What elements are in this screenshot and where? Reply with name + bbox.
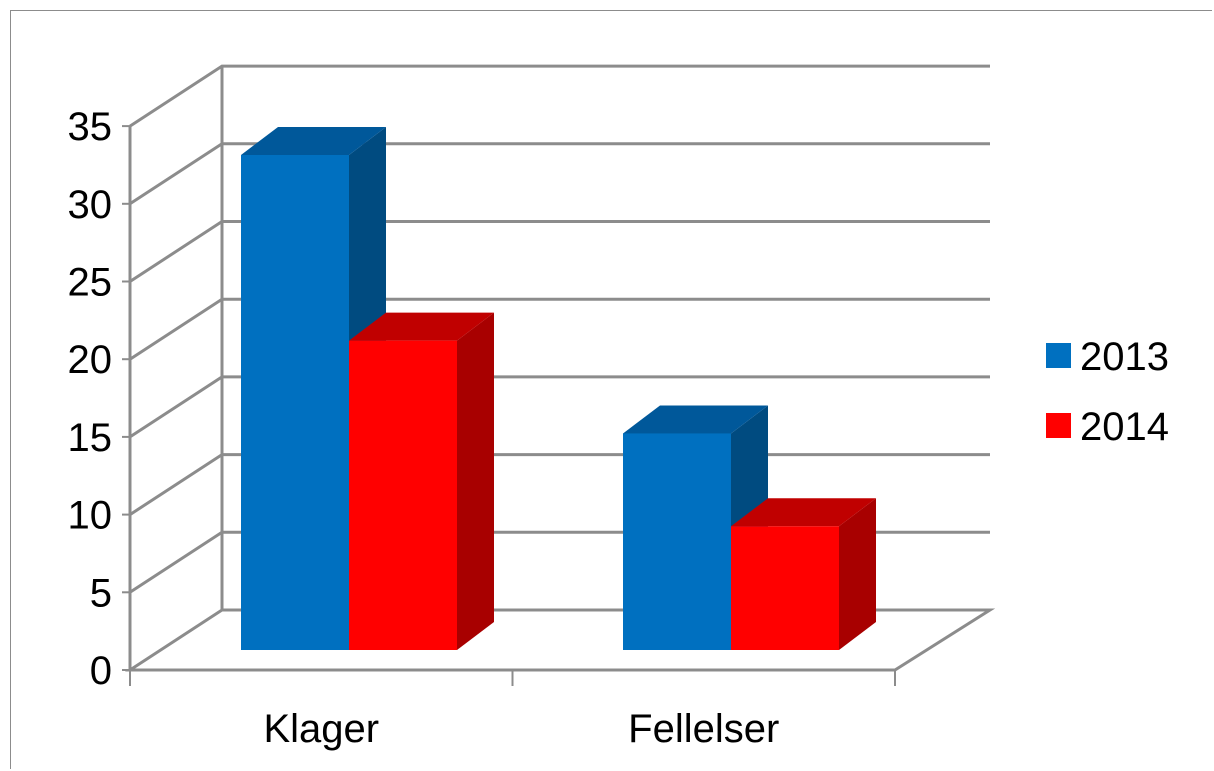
bar-klager-2014 (349, 340, 457, 650)
x-tick-label: Fellelser (628, 707, 779, 751)
bar-side-klager-2014 (457, 312, 494, 650)
y-tick-label: 10 (68, 494, 113, 538)
bars (241, 127, 876, 650)
legend-label-2013: 2013 (1080, 335, 1169, 379)
axes (122, 66, 896, 686)
y-tick-label: 30 (68, 183, 113, 227)
y-tick-label: 35 (68, 105, 113, 149)
bar-klager-2013 (241, 155, 349, 650)
bar-top-fellelser-2013 (623, 405, 768, 434)
legend-swatch-2014 (1046, 413, 1071, 438)
bar-top-fellelser-2014 (731, 498, 876, 527)
bar-side-fellelser-2014 (839, 498, 876, 650)
bar-top-klager-2014 (349, 312, 494, 341)
x-axis-tick-labels: Klager Fellelser (263, 707, 779, 751)
bar-top-klager-2013 (241, 127, 386, 155)
bar-fellelser-2013 (623, 433, 731, 650)
legend-label-2014: 2014 (1080, 405, 1169, 449)
legend-swatch-2013 (1046, 343, 1071, 368)
legend: 2013 2014 (1046, 335, 1169, 449)
y-tick-label: 25 (68, 261, 113, 305)
y-axis-tick-labels: 0 5 10 15 20 25 30 35 (68, 105, 113, 693)
chart-frame (10, 10, 1212, 769)
y-tick-label: 15 (68, 416, 113, 460)
y-tick-label: 5 (90, 571, 112, 615)
bar-fellelser-2014 (731, 526, 839, 650)
y-tick-label: 0 (90, 649, 112, 693)
x-tick-label: Klager (263, 707, 379, 751)
gridline (129, 64, 990, 128)
y-tick-label: 20 (68, 338, 113, 382)
